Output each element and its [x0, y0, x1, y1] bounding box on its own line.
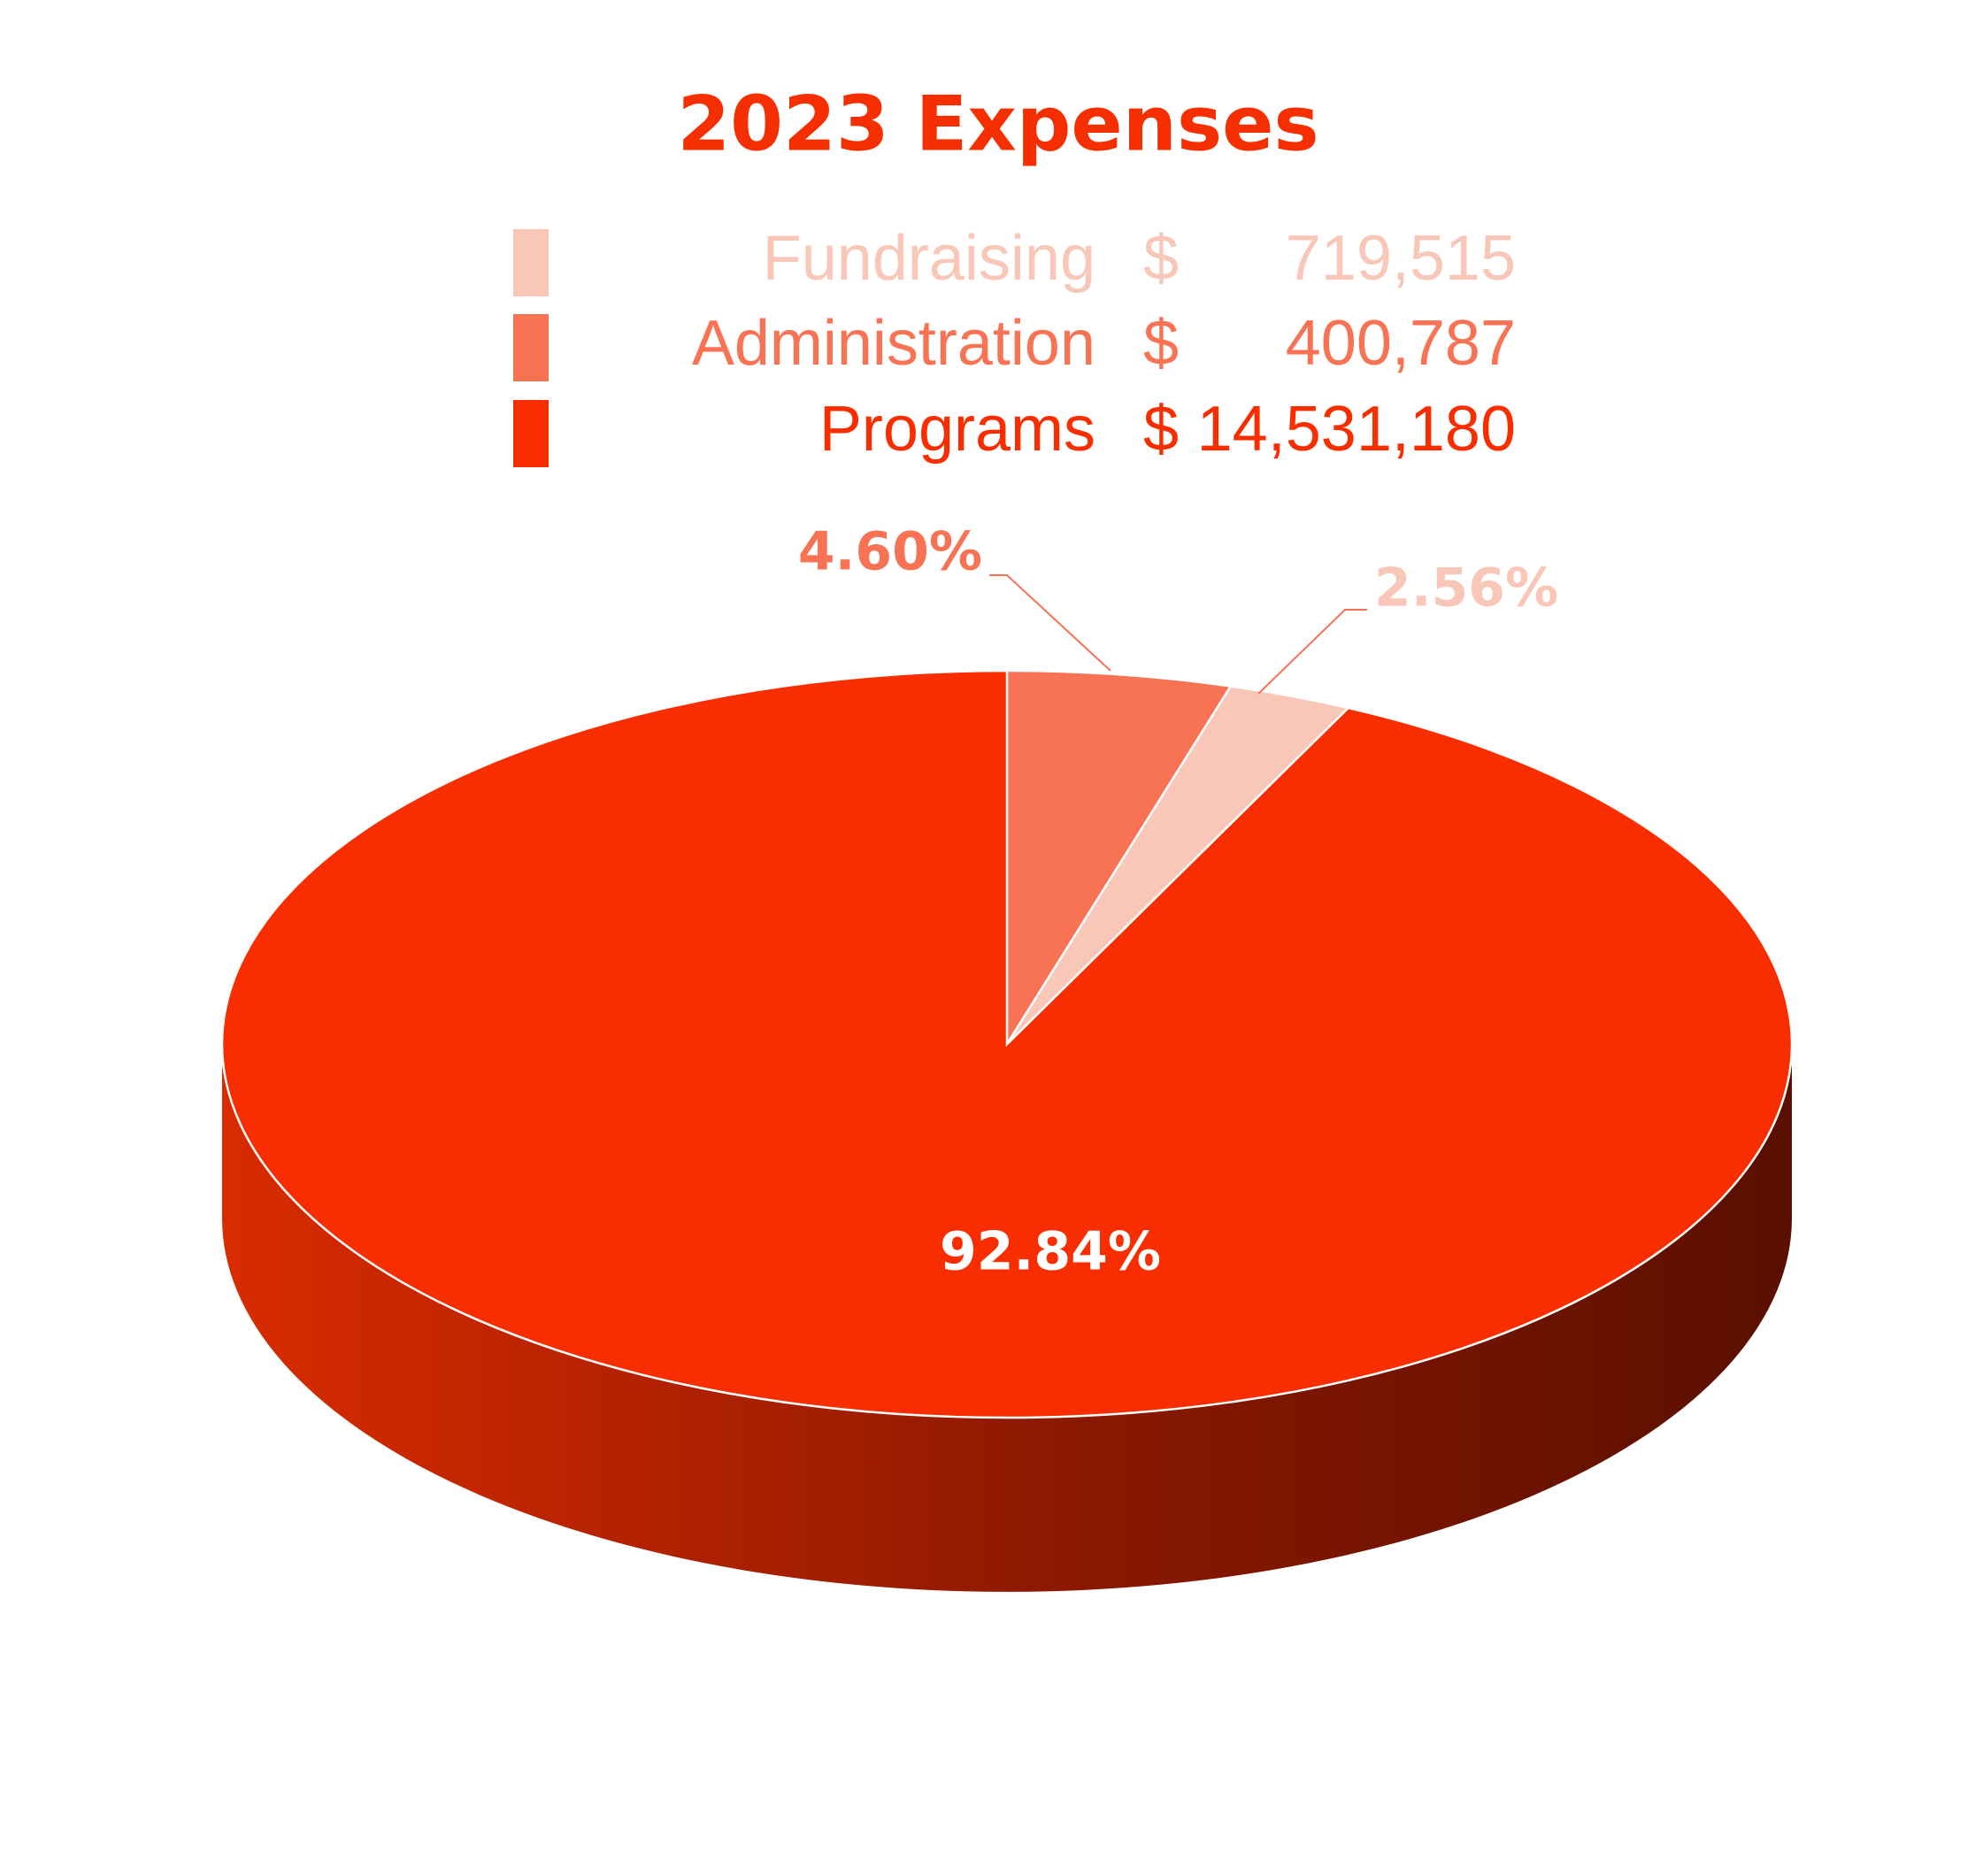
- legend-currency: $: [1143, 223, 1179, 294]
- pie-slice: [1005, 669, 1233, 1049]
- legend-currency: $: [1143, 394, 1179, 465]
- legend-amount: 719,515: [1286, 223, 1516, 294]
- legend-swatch: [513, 400, 549, 467]
- legend-label: Fundraising: [763, 223, 1095, 294]
- legend-label: Administration: [692, 308, 1095, 379]
- leader-line: [989, 574, 1111, 672]
- legend-currency: $: [1143, 308, 1179, 379]
- data-label: 2.56%: [1374, 557, 1558, 619]
- data-label: 92.84%: [940, 1221, 1161, 1283]
- legend-swatch: [513, 229, 549, 296]
- chart-title: 2023 Expenses: [677, 80, 1318, 168]
- legend-amount: 400,787: [1286, 308, 1516, 379]
- data-label: 4.60%: [798, 521, 982, 583]
- legend-label: Programs: [819, 394, 1095, 465]
- legend-amount: 14,531,180: [1197, 394, 1516, 465]
- legend-swatch: [513, 314, 549, 381]
- pie-side: [222, 1044, 1792, 1592]
- leader-line: [1257, 609, 1367, 695]
- pie-slice: [220, 669, 1794, 1419]
